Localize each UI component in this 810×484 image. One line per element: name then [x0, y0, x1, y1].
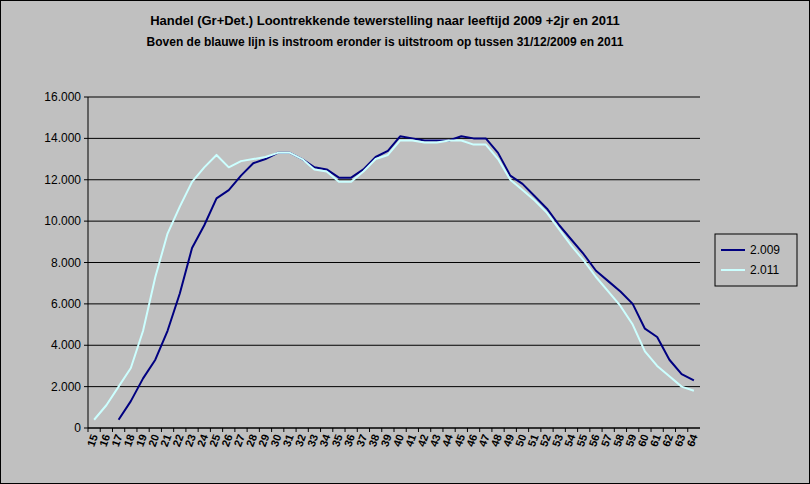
y-tick-label: 16.000 [44, 90, 81, 104]
background [1, 1, 810, 484]
chart: Handel (Gr+Det.) Loontrekkende tewerstel… [0, 0, 810, 484]
y-tick-label: 10.000 [44, 214, 81, 228]
x-tick [247, 428, 248, 432]
y-tick-label: 12.000 [44, 173, 81, 187]
grid-line [88, 179, 700, 180]
y-tick [84, 386, 88, 387]
title: Handel (Gr+Det.) Loontrekkende tewerstel… [150, 13, 620, 28]
x-tick [589, 428, 590, 432]
x-tick [479, 428, 480, 432]
x-tick [332, 428, 333, 432]
x-tick [651, 428, 652, 432]
grid-line [88, 303, 700, 304]
x-tick [418, 428, 419, 432]
y-tick-label: 4.000 [51, 338, 81, 352]
x-tick [565, 428, 566, 432]
y-tick [84, 428, 88, 429]
x-tick [663, 428, 664, 432]
y-tick [84, 303, 88, 304]
series-line [119, 136, 694, 419]
x-tick [516, 428, 517, 432]
y-tick [84, 179, 88, 180]
x-tick [540, 428, 541, 432]
x-tick [234, 428, 235, 432]
y-tick [84, 262, 88, 263]
x-tick [185, 428, 186, 432]
y-tick-label: 8.000 [51, 256, 81, 270]
grid-line [88, 262, 700, 263]
x-tick [173, 428, 174, 432]
grid-line [88, 221, 700, 222]
x-tick [320, 428, 321, 432]
x-tick [124, 428, 125, 432]
x-tick [577, 428, 578, 432]
y-tick [84, 138, 88, 139]
x-tick [161, 428, 162, 432]
y-tick [84, 345, 88, 346]
x-tick [100, 428, 101, 432]
x-tick [442, 428, 443, 432]
x-tick [467, 428, 468, 432]
y-tick [84, 97, 88, 98]
x-tick [198, 428, 199, 432]
x-tick [210, 428, 211, 432]
y-tick [84, 221, 88, 222]
x-tick [687, 428, 688, 432]
x-tick [626, 428, 627, 432]
x-tick [112, 428, 113, 432]
y-axis [88, 97, 89, 428]
x-tick [271, 428, 272, 432]
x-tick [88, 428, 89, 432]
x-tick [614, 428, 615, 432]
x-tick [283, 428, 284, 432]
subtitle: Boven de blauwe lijn is instroom eronder… [147, 35, 624, 49]
legend-label: 2.011 [750, 263, 779, 277]
grid-line [88, 345, 700, 346]
x-tick [357, 428, 358, 432]
x-tick [406, 428, 407, 432]
x-tick [149, 428, 150, 432]
x-tick [394, 428, 395, 432]
x-tick [602, 428, 603, 432]
legend-label: 2.009 [750, 243, 780, 257]
y-tick-label: 0 [74, 421, 81, 435]
x-tick [491, 428, 492, 432]
series-line [94, 140, 694, 419]
y-tick-label: 14.000 [44, 131, 81, 145]
x-tick [553, 428, 554, 432]
x-tick [638, 428, 639, 432]
y-tick-label: 2.000 [51, 380, 81, 394]
x-tick [455, 428, 456, 432]
x-tick [222, 428, 223, 432]
x-tick [308, 428, 309, 432]
x-tick [296, 428, 297, 432]
x-tick-label: 64 [684, 432, 700, 448]
x-tick [136, 428, 137, 432]
x-tick [345, 428, 346, 432]
x-tick [381, 428, 382, 432]
x-tick [528, 428, 529, 432]
grid-line [88, 97, 700, 98]
grid-line [88, 386, 700, 387]
legend-swatch [721, 249, 745, 251]
grid-line [88, 138, 700, 139]
x-tick [675, 428, 676, 432]
x-tick [430, 428, 431, 432]
legend-swatch [721, 269, 745, 271]
x-tick [369, 428, 370, 432]
y-tick-label: 6.000 [51, 297, 81, 311]
plot-lines [94, 136, 694, 419]
legend [715, 234, 797, 286]
x-tick [259, 428, 260, 432]
x-tick [504, 428, 505, 432]
